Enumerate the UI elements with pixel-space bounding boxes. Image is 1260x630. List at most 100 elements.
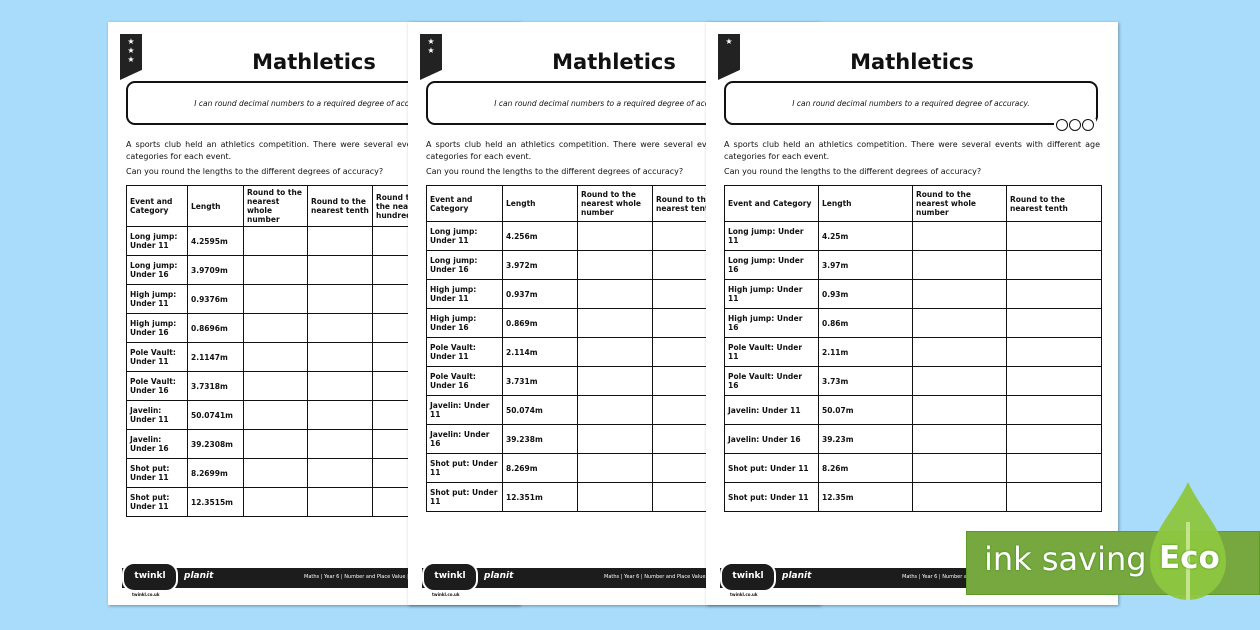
length-cell: 0.9376m	[187, 284, 244, 314]
answer-cell[interactable]	[307, 313, 373, 343]
table-row: Javelin: Under 16 39.2308m	[126, 429, 433, 459]
event-cell: Pole Vault: Under 16	[126, 371, 188, 401]
intro-paragraph: A sports club held an athletics competit…	[426, 140, 802, 161]
star-icon: ★	[127, 46, 135, 55]
intro-text: A sports club held an athletics competit…	[126, 139, 502, 181]
table-row: Pole Vault: Under 16 3.7318m	[126, 371, 433, 401]
event-cell: Long jump: Under 11	[426, 221, 503, 251]
answer-cell[interactable]	[912, 424, 1007, 454]
answer-cell[interactable]	[912, 221, 1007, 251]
event-cell: Long jump: Under 16	[126, 255, 188, 285]
footer-url: twinkl.co.uk	[132, 592, 160, 597]
answer-cell[interactable]	[307, 284, 373, 314]
footer-url: twinkl.co.uk	[432, 592, 460, 597]
table-row: Javelin: Under 16 39.23m	[724, 424, 1102, 454]
length-cell: 3.97m	[818, 250, 913, 280]
answer-cell[interactable]	[307, 487, 373, 517]
column-header: Round to the nearest whole number	[912, 185, 1007, 222]
star-icon: ★	[725, 37, 733, 46]
length-cell: 50.07m	[818, 395, 913, 425]
table-row: Long jump: Under 11 4.25m	[724, 221, 1102, 251]
answer-cell[interactable]	[243, 313, 308, 343]
answer-cell[interactable]	[912, 308, 1007, 338]
length-cell: 3.7318m	[187, 371, 244, 401]
column-header: Round to the nearest tenth	[307, 185, 373, 227]
answer-cell[interactable]	[577, 279, 653, 309]
answer-cell[interactable]	[577, 366, 653, 396]
answer-cell[interactable]	[307, 371, 373, 401]
answer-cell[interactable]	[1006, 424, 1102, 454]
answer-cell[interactable]	[307, 400, 373, 430]
answer-cell[interactable]	[307, 226, 373, 256]
footer-breadcrumb: Maths | Year 6 | Number and Place Value …	[604, 574, 734, 580]
table-row: Shot put: Under 11 12.35m	[724, 482, 1102, 512]
answer-cell[interactable]	[577, 453, 653, 483]
answer-cell[interactable]	[243, 342, 308, 372]
answer-cell[interactable]	[1006, 482, 1102, 512]
event-cell: Long jump: Under 11	[724, 221, 819, 251]
answer-cell[interactable]	[577, 250, 653, 280]
answer-cell[interactable]	[1006, 279, 1102, 309]
length-cell: 39.2308m	[187, 429, 244, 459]
answer-cell[interactable]	[1006, 250, 1102, 280]
answer-cell[interactable]	[1006, 308, 1102, 338]
answer-cell[interactable]	[243, 400, 308, 430]
length-cell: 2.1147m	[187, 342, 244, 372]
column-header: Event and Category	[724, 185, 819, 222]
star-icon: ★	[427, 46, 435, 55]
table-row: Pole Vault: Under 11 2.11m	[724, 337, 1102, 367]
twinkl-logo: twinkl	[122, 562, 178, 592]
event-cell: High jump: Under 16	[724, 308, 819, 338]
answer-cell[interactable]	[912, 395, 1007, 425]
answer-cell[interactable]	[577, 482, 653, 512]
answer-cell[interactable]	[912, 279, 1007, 309]
answer-cell[interactable]	[1006, 366, 1102, 396]
length-cell: 0.86m	[818, 308, 913, 338]
answer-cell[interactable]	[577, 395, 653, 425]
answer-cell[interactable]	[577, 221, 653, 251]
intro-paragraph: A sports club held an athletics competit…	[724, 140, 1100, 161]
worksheet-title: Mathletics	[252, 50, 376, 74]
answer-cell[interactable]	[1006, 221, 1102, 251]
event-cell: Javelin: Under 11	[126, 400, 188, 430]
answer-cell[interactable]	[243, 458, 308, 488]
length-cell: 4.25m	[818, 221, 913, 251]
event-cell: Shot put: Under 11	[426, 453, 503, 483]
event-cell: Long jump: Under 16	[426, 250, 503, 280]
answer-cell[interactable]	[307, 458, 373, 488]
answer-cell[interactable]	[912, 482, 1007, 512]
event-cell: Pole Vault: Under 16	[724, 366, 819, 396]
table-row: Shot put: Under 11 8.26m	[724, 453, 1102, 483]
answer-cell[interactable]	[1006, 453, 1102, 483]
rounding-table: Event and Category Length Round to the nea…	[126, 185, 433, 517]
answer-cell[interactable]	[307, 429, 373, 459]
event-cell: Pole Vault: Under 16	[426, 366, 503, 396]
answer-cell[interactable]	[243, 284, 308, 314]
learning-objective-box: I can round decimal numbers to a require…	[724, 81, 1098, 131]
answer-cell[interactable]	[912, 366, 1007, 396]
event-cell: Pole Vault: Under 11	[126, 342, 188, 372]
length-cell: 39.238m	[502, 424, 578, 454]
answer-cell[interactable]	[1006, 337, 1102, 367]
answer-cell[interactable]	[577, 308, 653, 338]
answer-cell[interactable]	[307, 255, 373, 285]
intro-paragraph: Can you round the lengths to the differe…	[426, 167, 684, 176]
answer-cell[interactable]	[243, 371, 308, 401]
answer-cell[interactable]	[577, 424, 653, 454]
answer-cell[interactable]	[243, 255, 308, 285]
answer-cell[interactable]	[243, 226, 308, 256]
worksheet-title: Mathletics	[850, 50, 974, 74]
answer-cell[interactable]	[912, 453, 1007, 483]
event-cell: Shot put: Under 11	[724, 453, 819, 483]
star-icon: ★	[427, 37, 435, 46]
length-cell: 50.074m	[502, 395, 578, 425]
ink-saving-label: ink saving	[984, 540, 1147, 578]
answer-cell[interactable]	[912, 337, 1007, 367]
answer-cell[interactable]	[1006, 395, 1102, 425]
planit-label: planit	[782, 571, 812, 581]
answer-cell[interactable]	[577, 337, 653, 367]
answer-cell[interactable]	[912, 250, 1007, 280]
answer-cell[interactable]	[243, 487, 308, 517]
answer-cell[interactable]	[307, 342, 373, 372]
answer-cell[interactable]	[243, 429, 308, 459]
